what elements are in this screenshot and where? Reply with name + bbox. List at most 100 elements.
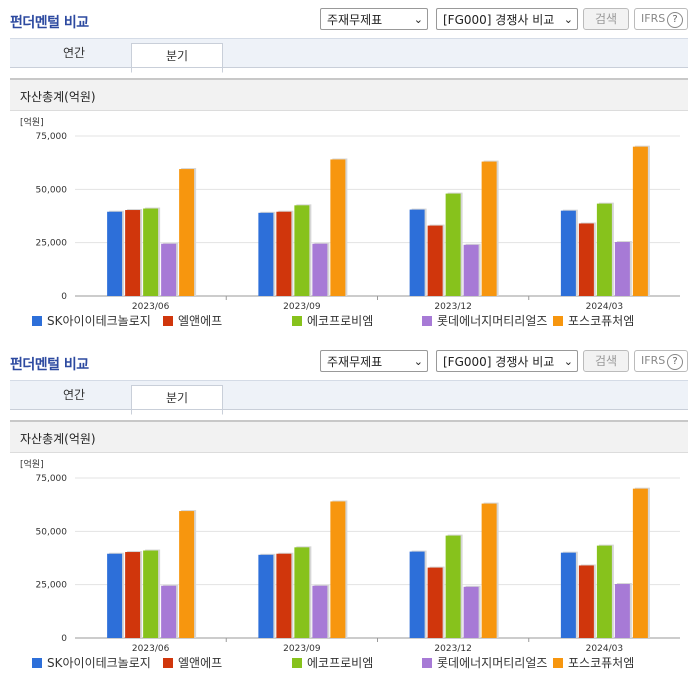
bar[interactable] bbox=[312, 243, 328, 296]
period-tabs: 연간 분기 bbox=[10, 380, 688, 415]
x-tick-label: 2023/12 bbox=[434, 644, 471, 654]
bar[interactable] bbox=[125, 210, 141, 296]
legend-label: SK아이이테크놀로지 bbox=[47, 314, 151, 328]
legend-item[interactable]: 포스코퓨처엠 bbox=[553, 654, 634, 671]
chevron-down-icon: ⌄ bbox=[413, 355, 423, 368]
compare-select[interactable]: [FG000] 경쟁사 비교 ⌄ bbox=[436, 8, 578, 30]
bar[interactable] bbox=[632, 146, 648, 296]
y-tick-label: 25,000 bbox=[36, 239, 68, 249]
y-tick-label: 25,000 bbox=[36, 581, 68, 591]
section-divider bbox=[10, 78, 688, 80]
section-divider bbox=[10, 420, 688, 422]
bar[interactable] bbox=[614, 242, 630, 296]
bar[interactable] bbox=[179, 169, 195, 296]
unit-label: [억원] bbox=[20, 116, 44, 128]
bar[interactable] bbox=[632, 488, 648, 638]
bar[interactable] bbox=[107, 553, 123, 638]
legend-item[interactable]: 롯데에너지머티리얼즈 bbox=[422, 312, 547, 329]
bar[interactable] bbox=[312, 585, 328, 638]
bar[interactable] bbox=[463, 586, 479, 638]
compare-select-value: [FG000] 경쟁사 비교 bbox=[443, 355, 555, 369]
bar[interactable] bbox=[596, 203, 612, 296]
x-tick-label: 2023/12 bbox=[434, 302, 471, 312]
section-title: 자산총계(억원) bbox=[20, 90, 96, 104]
x-tick-label: 2023/09 bbox=[283, 302, 321, 312]
bar[interactable] bbox=[258, 212, 274, 296]
bar[interactable] bbox=[125, 552, 141, 638]
legend-label: 포스코퓨처엠 bbox=[568, 656, 635, 670]
y-tick-label: 50,000 bbox=[36, 185, 68, 195]
bar[interactable] bbox=[409, 209, 425, 296]
bar[interactable] bbox=[560, 210, 576, 296]
compare-select-value: [FG000] 경쟁사 비교 bbox=[443, 13, 555, 27]
legend-swatch bbox=[422, 658, 432, 668]
search-button[interactable]: 검색 bbox=[583, 350, 629, 372]
ifrs-button[interactable]: IFRS ? bbox=[634, 350, 688, 372]
legend-swatch bbox=[553, 316, 563, 326]
statement-select[interactable]: 주재무제표 ⌄ bbox=[320, 8, 428, 30]
legend-item[interactable]: SK아이이테크놀로지 bbox=[32, 312, 151, 329]
total-assets-bar-chart: [억원] 0 25,000 50,000 75,000 2023/06 2023/09 202… bbox=[20, 458, 680, 654]
bar[interactable] bbox=[294, 547, 310, 638]
y-tick-label: 50,000 bbox=[36, 527, 68, 537]
legend-item[interactable]: SK아이이테크놀로지 bbox=[32, 654, 151, 671]
chart-legend: SK아이이테크놀로지 엘앤에프 에코프로비엠 롯데에너지머티리얼즈 포스코퓨처엠 bbox=[0, 654, 696, 670]
unit-label: [억원] bbox=[20, 458, 44, 470]
legend-label: 롯데에너지머티리얼즈 bbox=[437, 656, 548, 670]
legend-label: SK아이이테크놀로지 bbox=[47, 656, 151, 670]
tab-annual[interactable]: 연간 bbox=[62, 46, 86, 60]
ifrs-label: IFRS bbox=[641, 12, 666, 25]
bar[interactable] bbox=[330, 159, 346, 296]
bar[interactable] bbox=[294, 205, 310, 296]
tab-quarterly[interactable]: 분기 bbox=[131, 385, 223, 415]
ifrs-label: IFRS bbox=[641, 354, 666, 367]
section-header: 자산총계(억원) bbox=[10, 80, 688, 111]
bar[interactable] bbox=[445, 535, 461, 638]
legend-item[interactable]: 엘앤에프 bbox=[163, 654, 222, 671]
search-button[interactable]: 검색 bbox=[583, 8, 629, 30]
y-tick-label: 0 bbox=[61, 292, 67, 302]
legend-item[interactable]: 엘앤에프 bbox=[163, 312, 222, 329]
bar[interactable] bbox=[276, 553, 292, 638]
bar[interactable] bbox=[445, 193, 461, 296]
bar[interactable] bbox=[161, 243, 177, 296]
bar[interactable] bbox=[427, 567, 443, 638]
legend-item[interactable]: 포스코퓨처엠 bbox=[553, 312, 634, 329]
bar[interactable] bbox=[560, 552, 576, 638]
chart-legend: SK아이이테크놀로지 엘앤에프 에코프로비엠 롯데에너지머티리얼즈 포스코퓨처엠 bbox=[0, 312, 696, 328]
bar[interactable] bbox=[427, 225, 443, 296]
legend-swatch bbox=[32, 316, 42, 326]
tab-quarterly[interactable]: 분기 bbox=[131, 43, 223, 73]
bar[interactable] bbox=[143, 550, 159, 638]
bar[interactable] bbox=[330, 501, 346, 638]
bar[interactable] bbox=[161, 585, 177, 638]
bar[interactable] bbox=[463, 244, 479, 296]
bar[interactable] bbox=[143, 208, 159, 296]
legend-label: 에코프로비엠 bbox=[307, 314, 374, 328]
legend-label: 에코프로비엠 bbox=[307, 656, 374, 670]
bar[interactable] bbox=[578, 565, 594, 638]
legend-item[interactable]: 롯데에너지머티리얼즈 bbox=[422, 654, 547, 671]
legend-item[interactable]: 에코프로비엠 bbox=[292, 312, 373, 329]
bar[interactable] bbox=[614, 584, 630, 638]
tab-annual[interactable]: 연간 bbox=[62, 388, 86, 402]
statement-select[interactable]: 주재무제표 ⌄ bbox=[320, 350, 428, 372]
x-tick-label: 2024/03 bbox=[586, 302, 623, 312]
bar[interactable] bbox=[481, 503, 497, 638]
bar[interactable] bbox=[107, 211, 123, 296]
bar[interactable] bbox=[179, 511, 195, 638]
bar[interactable] bbox=[596, 545, 612, 638]
legend-swatch bbox=[163, 658, 173, 668]
help-icon: ? bbox=[667, 354, 683, 370]
legend-swatch bbox=[32, 658, 42, 668]
ifrs-button[interactable]: IFRS ? bbox=[634, 8, 688, 30]
bar[interactable] bbox=[481, 161, 497, 296]
bar[interactable] bbox=[258, 554, 274, 638]
legend-swatch bbox=[292, 316, 302, 326]
legend-item[interactable]: 에코프로비엠 bbox=[292, 654, 373, 671]
bar[interactable] bbox=[276, 211, 292, 296]
total-assets-bar-chart: [억원] 0 25,000 50,000 75,000 2023/06 2023/09 202… bbox=[20, 116, 680, 312]
bar[interactable] bbox=[409, 551, 425, 638]
bar[interactable] bbox=[578, 223, 594, 296]
compare-select[interactable]: [FG000] 경쟁사 비교 ⌄ bbox=[436, 350, 578, 372]
